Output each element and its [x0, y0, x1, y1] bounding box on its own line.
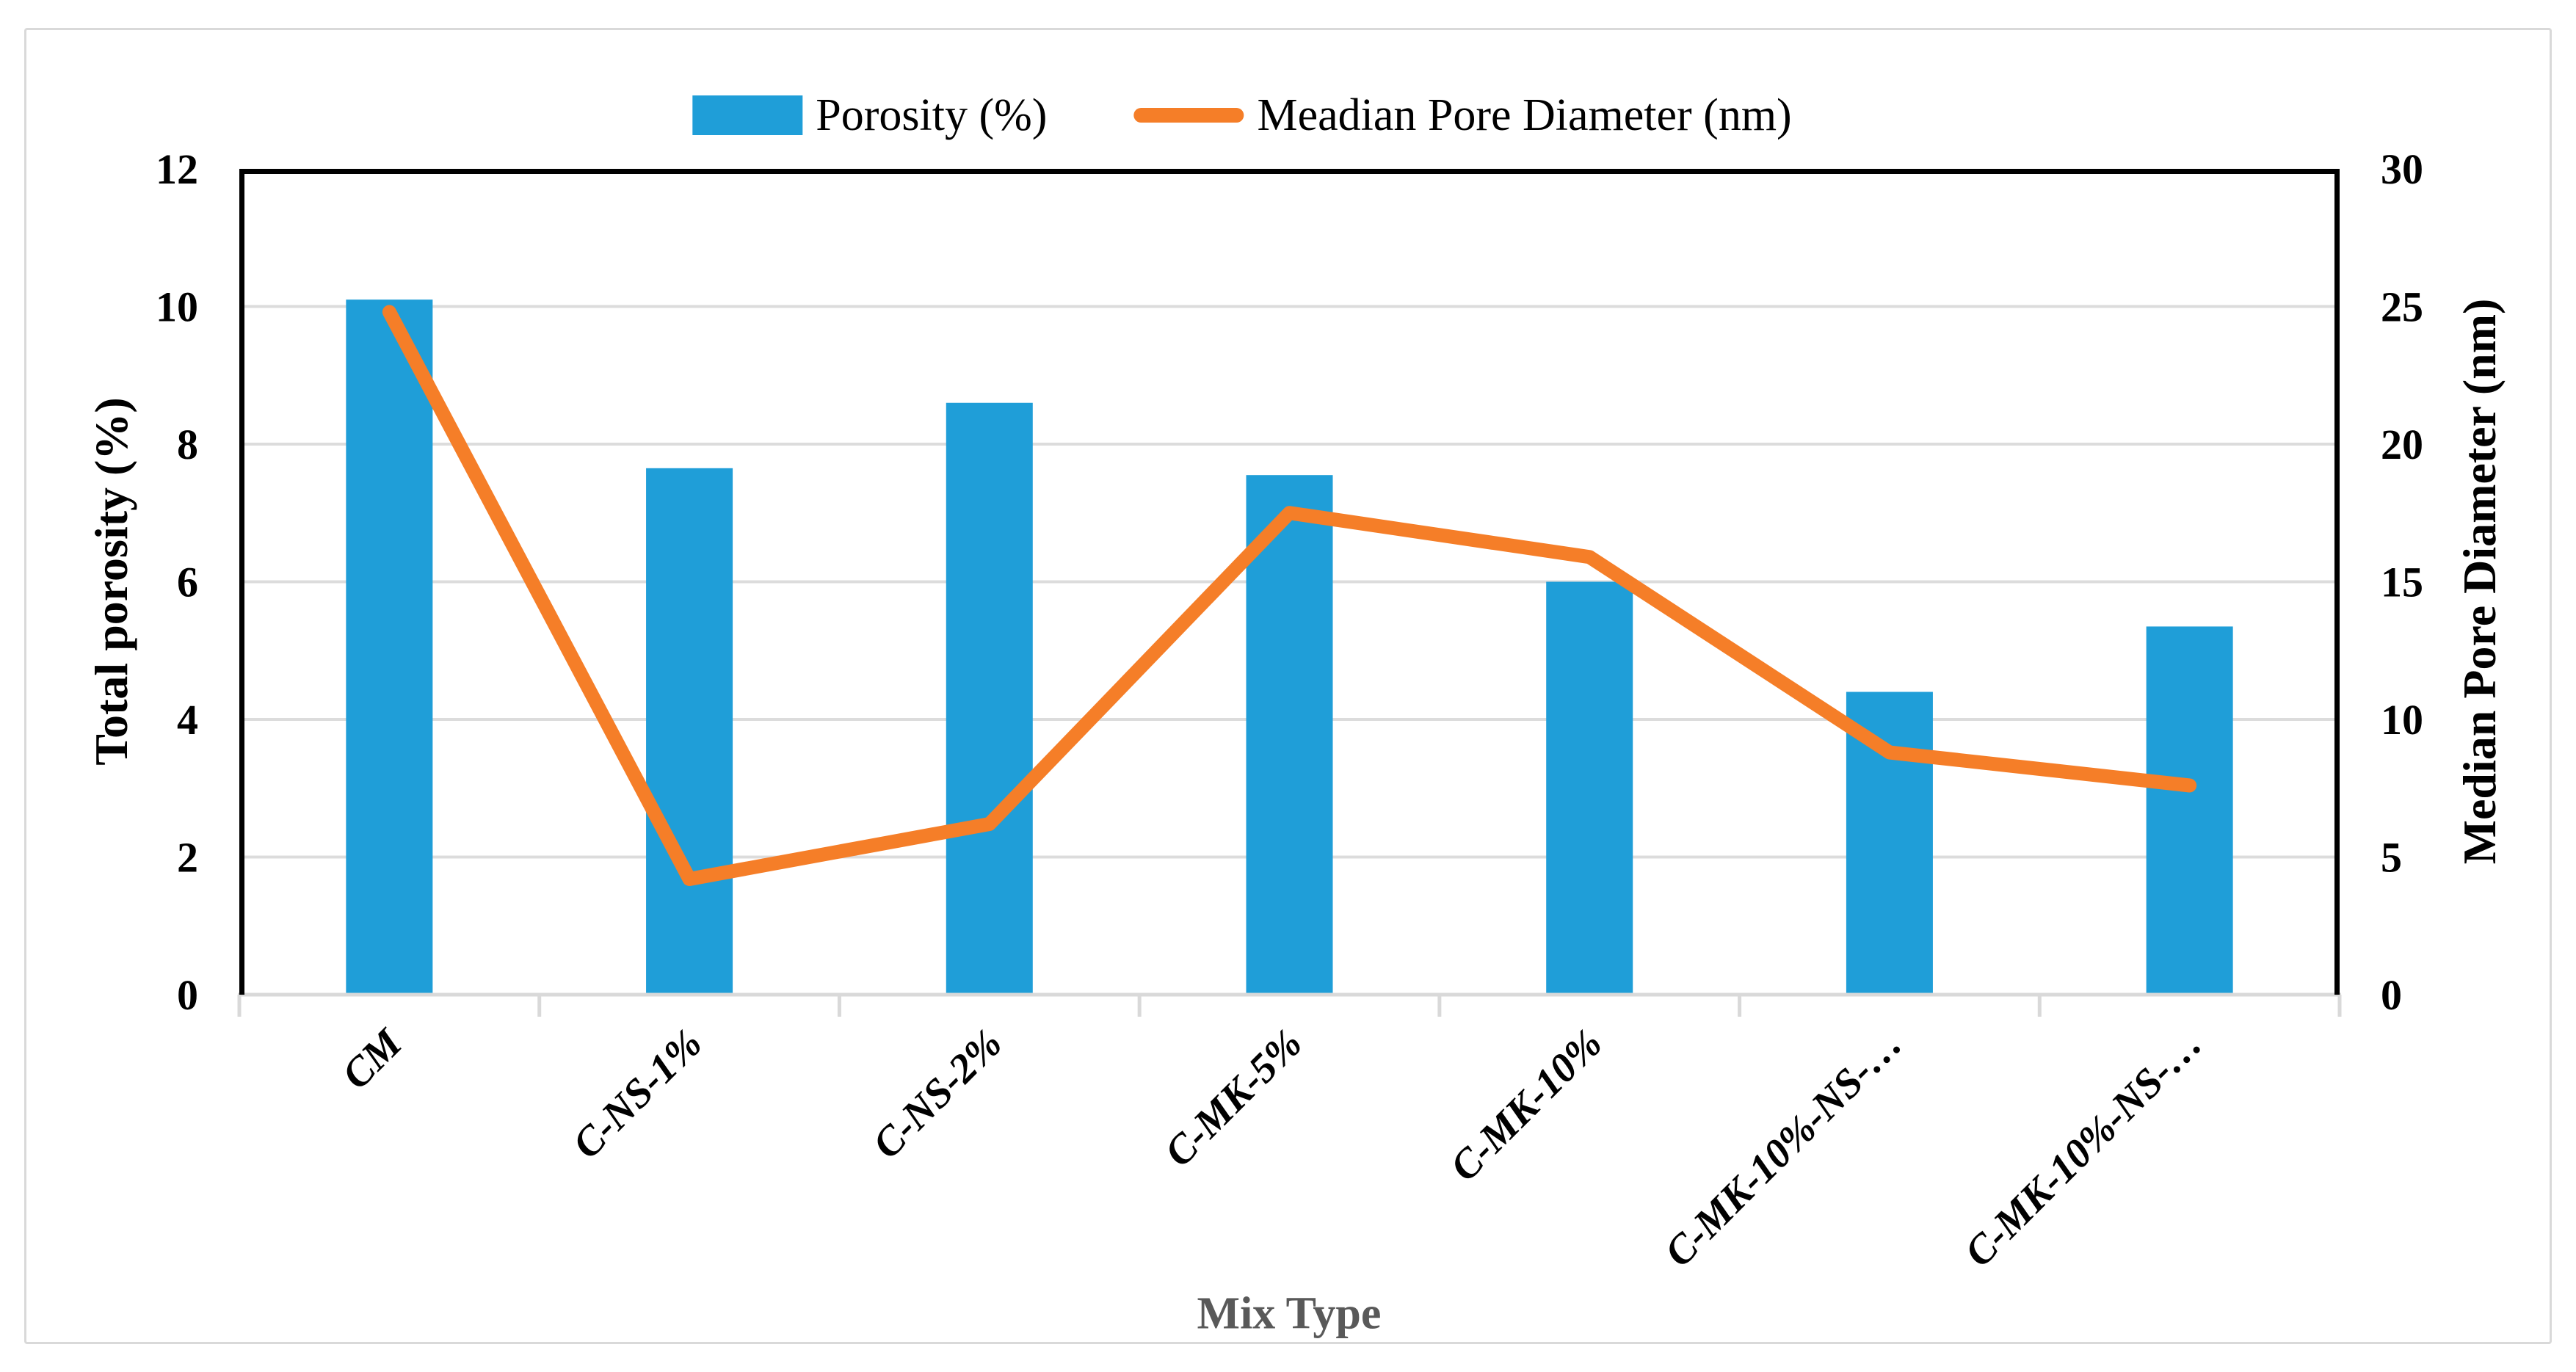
right-axis-tick-label: 5: [2381, 834, 2402, 882]
legend-line-swatch: [1133, 108, 1244, 123]
category-label-2: C-NS-1%: [564, 1020, 711, 1167]
legend-item-porosity: Porosity (%): [692, 92, 1047, 138]
category-label-1: CM: [333, 1020, 412, 1098]
right-axis-tick-label: 25: [2381, 283, 2423, 331]
left-axis-tick-label: 10: [156, 283, 198, 331]
bar-C-MK-10%-NS-…: [1846, 692, 1933, 993]
bar-CM: [346, 300, 433, 993]
legend: Porosity (%) Meadian Pore Diameter (nm): [692, 90, 1792, 140]
left-axis-tick-label: 2: [177, 834, 198, 882]
left-axis-tick-label: 4: [177, 696, 198, 744]
bar-C-MK-10%: [1546, 581, 1633, 993]
plot-border: [239, 169, 2340, 995]
right-axis-tick-label: 30: [2381, 145, 2423, 193]
x-axis-title: Mix Type: [1197, 1288, 1382, 1339]
category-label-5: C-MK-10%: [1442, 1020, 1611, 1190]
right-axis-tick-label: 15: [2381, 559, 2423, 606]
category-label-6: C-MK-10%-NS-…: [1656, 1020, 1911, 1275]
right-axis-tick-label: 20: [2381, 421, 2423, 468]
bar-C-NS-1%: [646, 468, 733, 993]
legend-label-porosity: Porosity (%): [816, 90, 1048, 140]
legend-bar-swatch: [692, 95, 803, 135]
category-label-7: C-MK-10%-NS-…: [1956, 1020, 2210, 1275]
left-axis-tick-label: 6: [177, 559, 198, 606]
legend-label-median-pore-diameter: Meadian Pore Diameter (nm): [1257, 90, 1792, 140]
legend-item-median-pore-diameter: Meadian Pore Diameter (nm): [1133, 90, 1792, 140]
right-axis-tick-label: 10: [2381, 696, 2423, 744]
left-axis-tick-label: 0: [177, 971, 198, 1019]
right-axis-tick-label: 0: [2381, 971, 2402, 1019]
left-axis-tick-label: 8: [177, 421, 198, 468]
bar-C-NS-2%: [946, 402, 1033, 993]
median-pore-diameter-line: [382, 305, 2197, 886]
bar-C-MK-5%: [1246, 475, 1333, 993]
category-label-4: C-MK-5%: [1156, 1020, 1311, 1175]
bar-C-MK-10%-NS-…: [2146, 626, 2233, 993]
category-label-3: C-NS-2%: [864, 1020, 1011, 1167]
left-axis-tick-label: 12: [156, 145, 198, 193]
